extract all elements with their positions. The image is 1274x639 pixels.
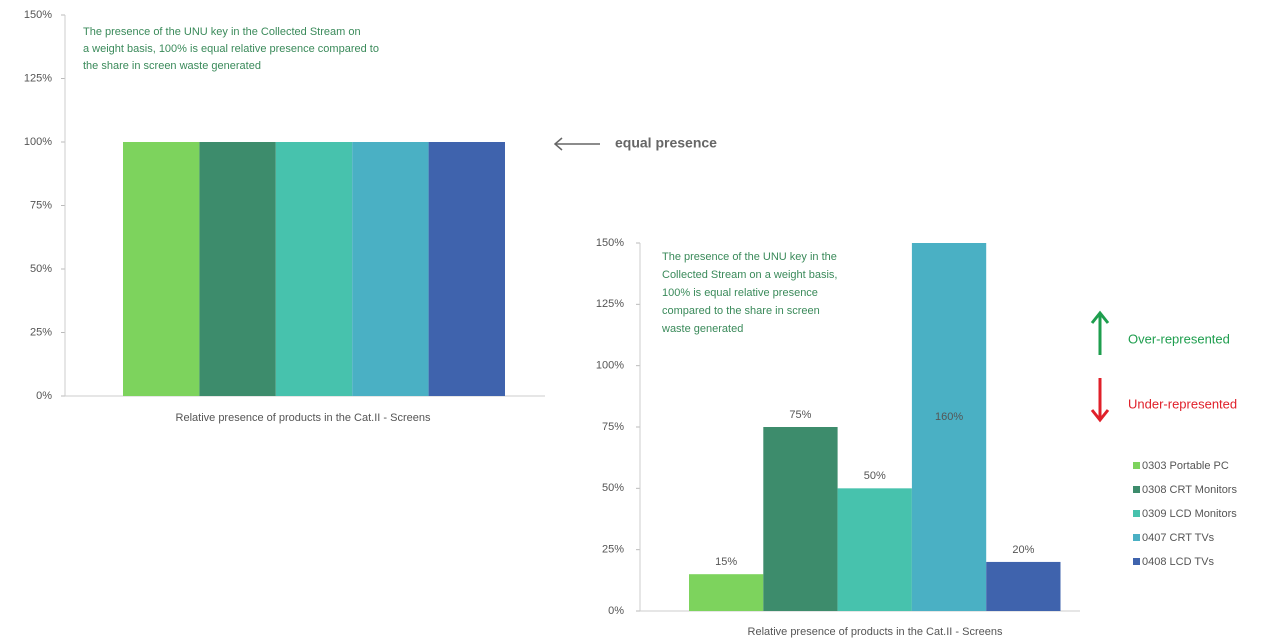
annotation: compared to the share in screen <box>662 305 820 317</box>
legend-swatch <box>1133 462 1140 469</box>
indicator-arrow-head <box>1090 409 1110 423</box>
y-tick-label: 50% <box>602 482 624 494</box>
y-tick-label: 125% <box>596 298 624 310</box>
y-tick-label: 150% <box>596 237 624 249</box>
legend-swatch <box>1133 486 1140 493</box>
bar <box>689 574 764 611</box>
annotation: waste generated <box>661 323 743 335</box>
bar <box>123 142 200 396</box>
y-tick-label: 75% <box>30 199 52 211</box>
arrow-head <box>553 137 563 151</box>
plot-area <box>689 243 1061 611</box>
annotation: Collected Stream on a weight basis, <box>662 269 837 281</box>
bar <box>911 243 987 611</box>
y-tick-label: 150% <box>24 9 52 21</box>
x-axis-label: Relative presence of products in the Cat… <box>176 412 431 424</box>
y-tick-label: 125% <box>24 72 52 84</box>
legend-label: 0303 Portable PC <box>1142 460 1229 472</box>
y-tick-label: 25% <box>30 326 52 338</box>
annotation: 100% is equal relative presence <box>662 287 818 299</box>
value-label: 15% <box>715 556 737 568</box>
legend-label: 0407 CRT TVs <box>1142 532 1215 544</box>
legend-label: 0308 CRT Monitors <box>1142 484 1237 496</box>
bar <box>352 142 429 396</box>
y-tick-label: 25% <box>602 544 624 556</box>
bar <box>275 142 353 396</box>
y-tick-label: 75% <box>602 421 624 433</box>
legend-label: 0309 LCD Monitors <box>1142 508 1237 520</box>
y-tick-label: 0% <box>36 390 52 402</box>
annotation: The presence of the UNU key in the Colle… <box>83 26 361 38</box>
legend-swatch <box>1133 534 1140 541</box>
bar <box>837 488 912 611</box>
legend-label: 0408 LCD TVs <box>1142 556 1214 568</box>
y-tick-label: 50% <box>30 263 52 275</box>
y-tick-label: 100% <box>24 136 52 148</box>
bar <box>763 427 838 611</box>
annotation: a weight basis, 100% is equal relative p… <box>83 43 379 55</box>
bar <box>428 142 505 396</box>
side-note: equal presence <box>615 135 717 151</box>
indicator-label: Over-represented <box>1128 331 1230 346</box>
value-label: 20% <box>1012 544 1034 556</box>
indicator-label: Under-represented <box>1128 396 1237 411</box>
y-tick-label: 100% <box>596 360 624 372</box>
x-axis-label: Relative presence of products in the Cat… <box>748 626 1003 638</box>
value-label: 75% <box>789 409 811 421</box>
legend-swatch <box>1133 558 1140 565</box>
bar <box>986 561 1061 611</box>
value-label: 160% <box>935 411 963 423</box>
y-tick-label: 0% <box>608 605 624 617</box>
annotation: The presence of the UNU key in the <box>662 251 837 263</box>
indicator-arrow-head <box>1090 310 1110 324</box>
annotation: the share in screen waste generated <box>83 60 261 72</box>
bar <box>199 142 276 396</box>
legend-swatch <box>1133 510 1140 517</box>
value-label: 50% <box>864 470 886 482</box>
